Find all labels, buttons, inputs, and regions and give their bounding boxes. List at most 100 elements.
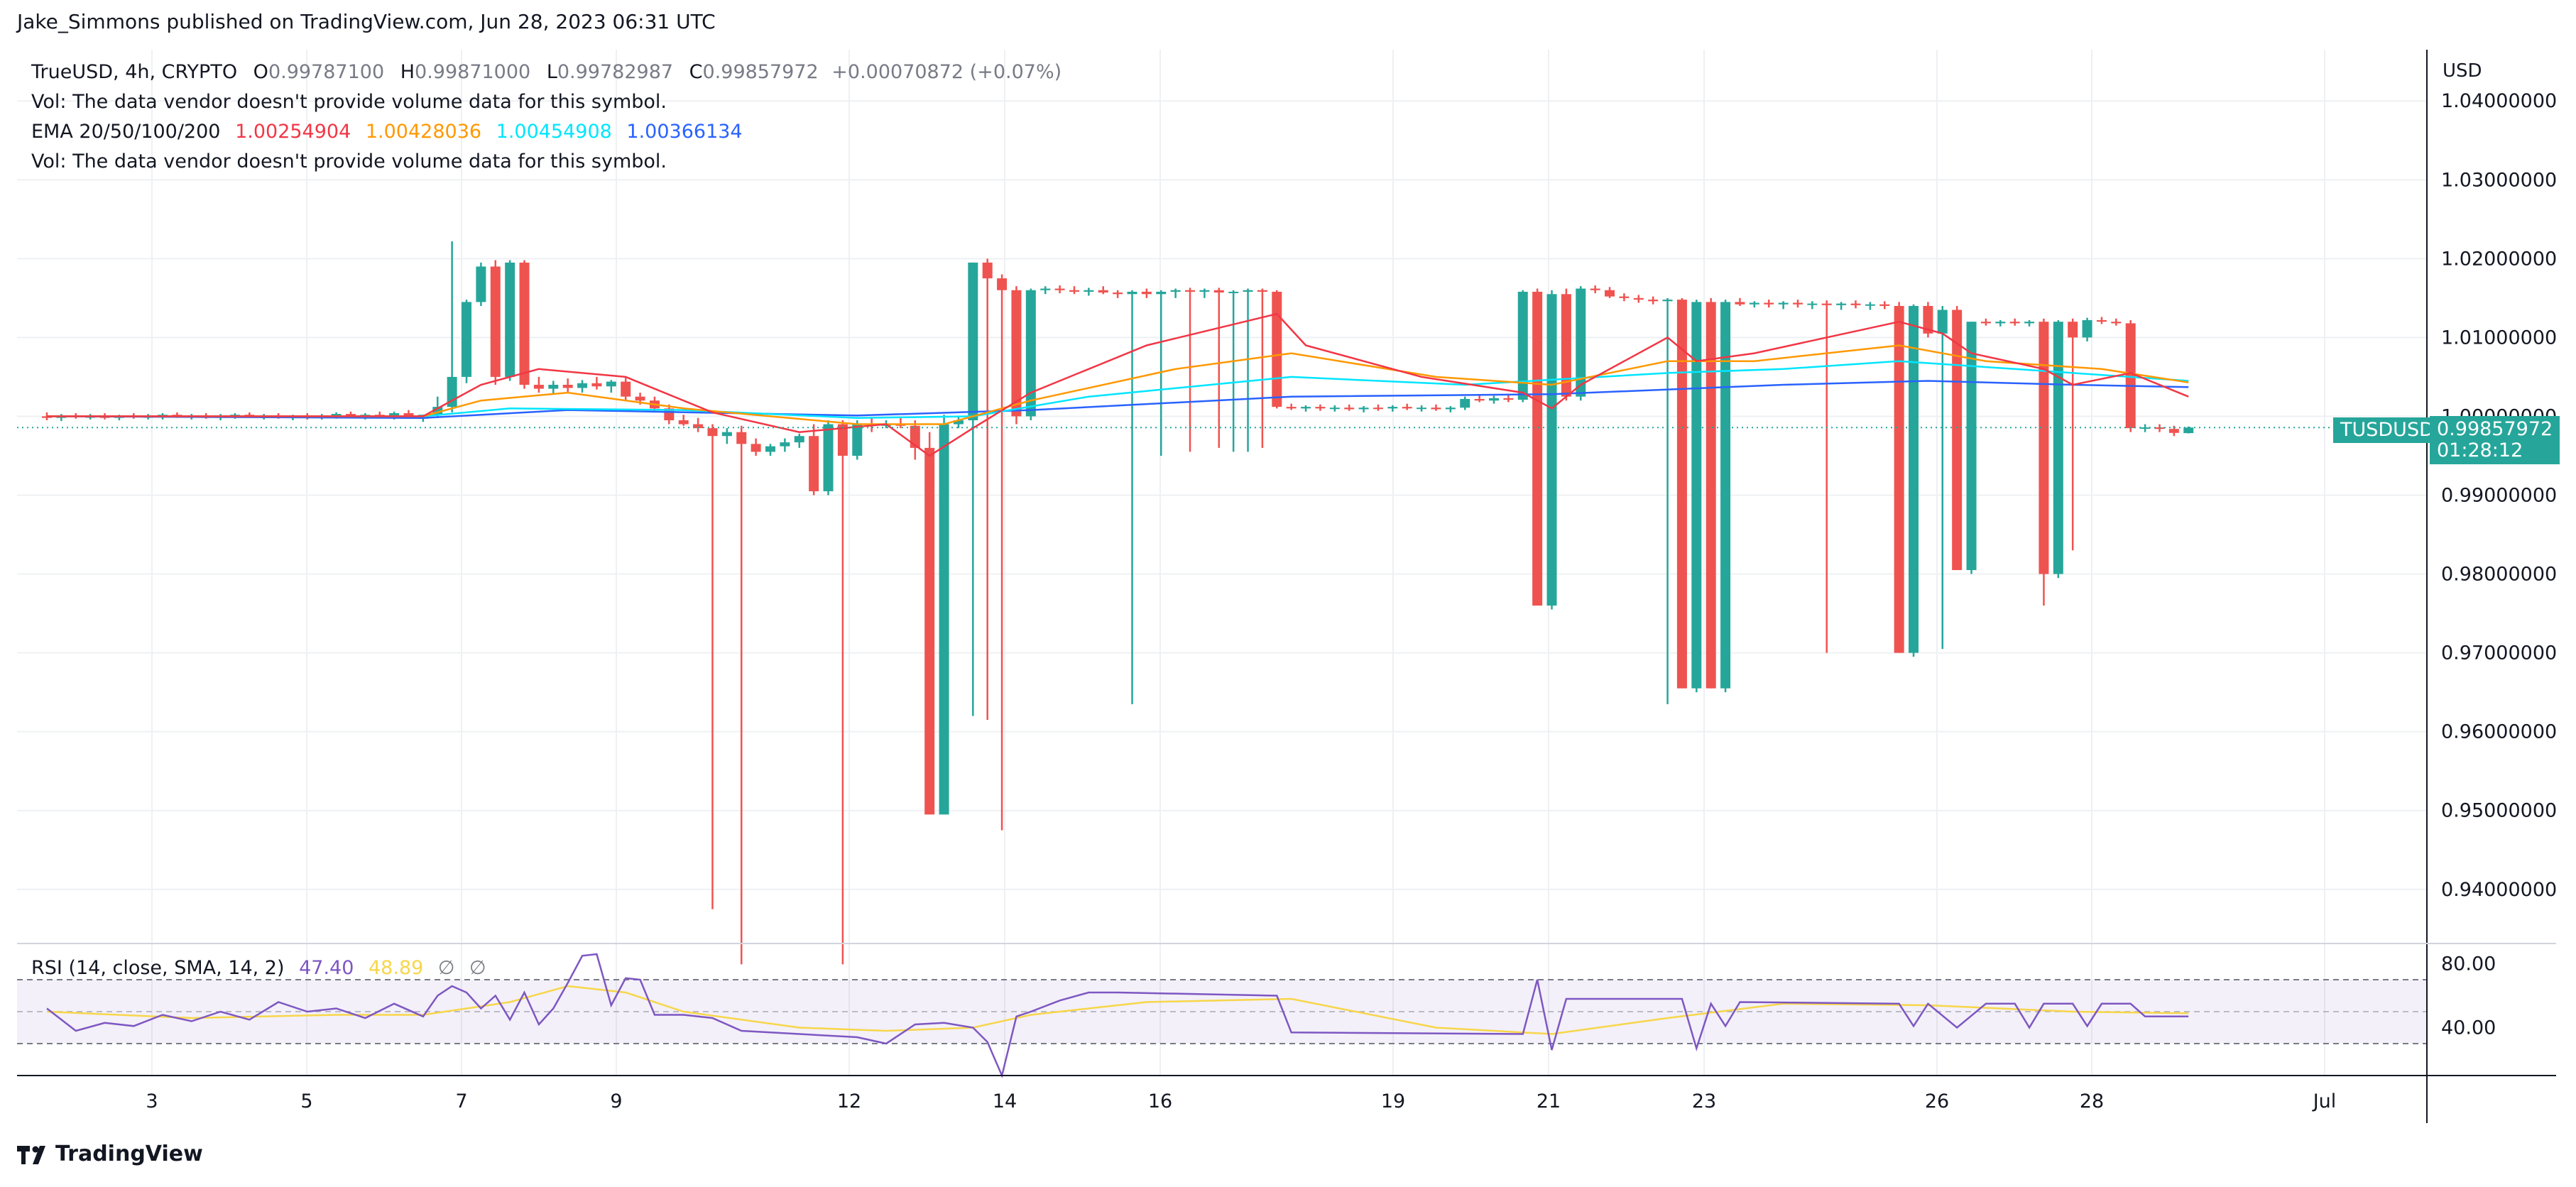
candle bbox=[1691, 300, 1702, 693]
candle-body bbox=[505, 262, 515, 377]
time-tick-label: 5 bbox=[300, 1090, 312, 1112]
candle-body bbox=[1402, 407, 1412, 409]
candle bbox=[1315, 404, 1326, 411]
candle bbox=[591, 376, 602, 390]
legend-o-label: O bbox=[253, 61, 268, 83]
candle bbox=[1590, 285, 1600, 294]
candle bbox=[447, 241, 457, 412]
candle-body bbox=[1156, 291, 1167, 295]
price-tick-label: 0.98000000 bbox=[2441, 564, 2557, 586]
candle-body bbox=[1272, 291, 1282, 407]
time-tick-label: 14 bbox=[993, 1090, 1017, 1112]
candle-body bbox=[1865, 304, 1875, 306]
candle-body bbox=[1691, 302, 1702, 689]
legend-ema50: 1.00428036 bbox=[365, 121, 482, 143]
time-tick-label: 12 bbox=[837, 1090, 861, 1112]
candle-body bbox=[2068, 322, 2078, 338]
legend-low: 0.99782987 bbox=[557, 61, 674, 83]
candle-body bbox=[765, 446, 775, 452]
legend-ema20: 1.00254904 bbox=[235, 121, 351, 143]
legend-open: 0.99787100 bbox=[268, 61, 385, 83]
candle-body bbox=[1836, 303, 1847, 305]
legend-ema100: 1.00454908 bbox=[496, 121, 612, 143]
candle-body bbox=[2111, 322, 2122, 324]
candle-body bbox=[2183, 427, 2194, 434]
candle bbox=[780, 438, 790, 452]
candle bbox=[823, 420, 834, 496]
tradingview-logo[interactable]: TradingView bbox=[17, 1142, 203, 1166]
candle bbox=[910, 420, 920, 460]
candle-body bbox=[2125, 323, 2136, 429]
candle bbox=[1054, 285, 1065, 294]
price-tick-label: 1.01000000 bbox=[2441, 327, 2557, 349]
price-badge: 0.99857972 01:28:12 bbox=[2430, 416, 2560, 464]
candle-body bbox=[2039, 322, 2049, 574]
time-tick-label: 9 bbox=[610, 1090, 622, 1112]
legend-h-label: H bbox=[400, 61, 415, 83]
candle bbox=[2096, 317, 2107, 324]
candle-body bbox=[462, 302, 472, 377]
candle-body bbox=[751, 444, 761, 452]
chart-frame bbox=[17, 50, 2556, 1123]
candle-body bbox=[968, 262, 978, 420]
candle bbox=[2053, 319, 2063, 579]
candle-body bbox=[1792, 302, 1803, 305]
candle-body bbox=[1503, 398, 1514, 400]
rsi-lines bbox=[46, 953, 2189, 1078]
legend-high: 0.99871000 bbox=[415, 61, 531, 83]
candle bbox=[1980, 318, 1991, 326]
legend-symbol[interactable]: TrueUSD, 4h, CRYPTO bbox=[31, 61, 238, 83]
candle-body bbox=[1676, 300, 1687, 689]
current-price: 0.99857972 bbox=[2437, 418, 2553, 440]
candle-body bbox=[924, 447, 935, 815]
candle-body bbox=[1127, 291, 1137, 295]
candle bbox=[1735, 297, 1745, 306]
candle-body bbox=[1460, 399, 1470, 408]
price-tick-label: 1.02000000 bbox=[2441, 248, 2557, 270]
candle bbox=[2039, 318, 2049, 606]
candle bbox=[1372, 404, 1383, 411]
candle bbox=[895, 417, 906, 429]
candle bbox=[1127, 290, 1137, 704]
candle-body bbox=[1619, 296, 1630, 298]
candle-body bbox=[1850, 303, 1861, 305]
rsi-label[interactable]: RSI (14, close, SMA, 14, 2) bbox=[31, 957, 285, 979]
candle-body bbox=[1778, 302, 1789, 305]
candle bbox=[462, 300, 472, 383]
candle-body bbox=[1489, 398, 1499, 401]
candle bbox=[2183, 426, 2194, 434]
candle-body bbox=[2168, 429, 2179, 433]
candle-body bbox=[736, 432, 747, 444]
candle-body bbox=[1025, 290, 1036, 417]
legend-ema-label[interactable]: EMA 20/50/100/200 bbox=[31, 121, 221, 143]
candle bbox=[490, 260, 501, 385]
candle bbox=[1098, 286, 1108, 295]
candle bbox=[577, 380, 588, 393]
candle bbox=[1257, 288, 1267, 448]
time-axis[interactable]: 3 5 7 9 12 14 16 19 21 23 26 28 Jul bbox=[146, 1090, 2336, 1112]
candle bbox=[2082, 317, 2092, 341]
time-tick-label: 19 bbox=[1381, 1090, 1405, 1112]
candle bbox=[1185, 288, 1196, 452]
candle-body bbox=[939, 424, 949, 815]
candle-body bbox=[1011, 290, 1022, 417]
candle-body bbox=[635, 396, 645, 401]
candle bbox=[1836, 302, 1847, 310]
candle-body bbox=[1054, 288, 1065, 290]
candle-body bbox=[780, 442, 790, 447]
candle bbox=[1821, 300, 1832, 653]
candle bbox=[1286, 403, 1297, 410]
candle-body bbox=[1084, 290, 1094, 292]
candle-body bbox=[1228, 291, 1239, 293]
candle-body bbox=[1069, 290, 1079, 292]
candle-body bbox=[953, 420, 964, 425]
candle-body bbox=[1329, 407, 1340, 410]
candle bbox=[707, 424, 718, 909]
candle bbox=[1243, 288, 1253, 452]
candle-body bbox=[982, 262, 993, 279]
price-axis[interactable]: USD 1.04000000 1.03000000 1.02000000 1.01000… bbox=[2441, 60, 2557, 901]
candle bbox=[1749, 301, 1759, 308]
rsi-axis: 80.00 40.00 bbox=[2441, 953, 2496, 1039]
candle-body bbox=[1735, 302, 1745, 305]
